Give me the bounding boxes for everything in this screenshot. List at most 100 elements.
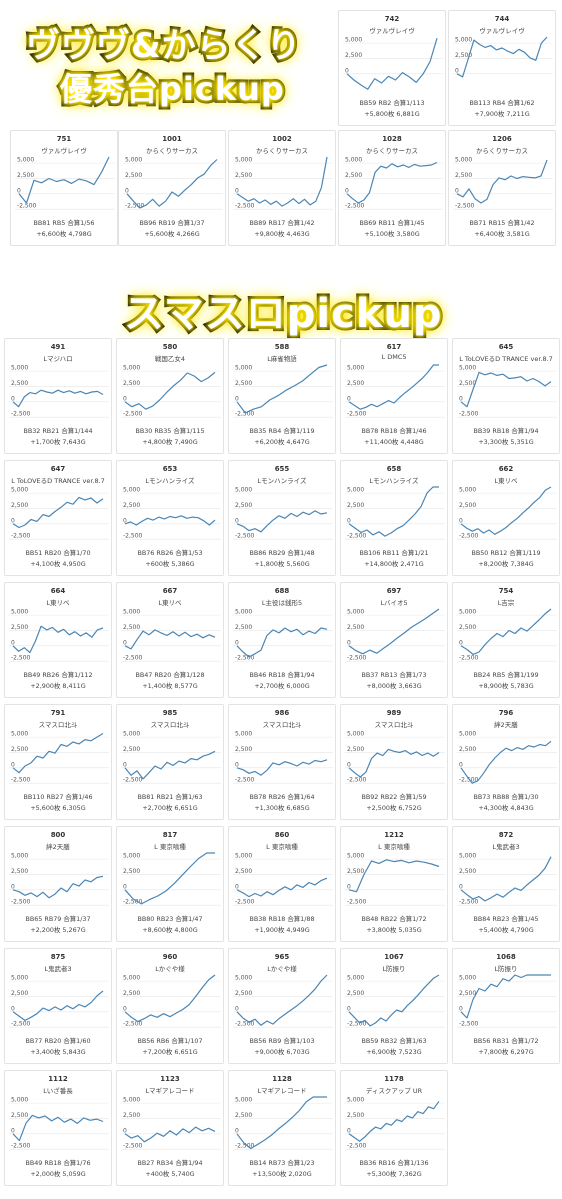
line-chart: 5,000 2,500 0 -2,500: [121, 365, 221, 418]
series-line: [348, 1100, 440, 1142]
y-tick-label: 0: [125, 187, 129, 194]
series-line: [12, 625, 104, 654]
chart-card: 1178 ディスクアップ UR 5,000 2,500 0 -2,500 BB36 RB16…: [340, 1070, 448, 1186]
bonus-stats: BB73 RB88 合算1/30: [473, 793, 539, 801]
machine-name: Lかぐや様: [155, 965, 185, 973]
y-tick-label: 0: [347, 1127, 351, 1134]
result-stats: +7,800枚 6,297G: [478, 1048, 534, 1056]
result-stats: +1,700枚 7,643G: [30, 438, 86, 446]
bonus-stats: BB110 RB27 合算1/46: [23, 793, 93, 801]
series-line: [346, 38, 438, 90]
line-chart: 5,000 2,500 0 -2,500: [9, 487, 109, 540]
bonus-stats: BB37 RB13 合算1/73: [361, 671, 427, 679]
chart-card: 653 Lモンハンライズ 5,000 2,500 0 -2,500 BB76 RB26 合算…: [116, 460, 224, 576]
series-line: [460, 486, 552, 535]
y-tick-label: 5,000: [347, 853, 364, 860]
line-chart: 5,000 2,500 0 -2,500: [9, 609, 109, 662]
y-tick-label: 2,500: [125, 172, 142, 179]
y-tick-label: 2,500: [11, 868, 28, 875]
y-tick-label: 2,500: [123, 624, 140, 631]
y-tick-label: 5,000: [459, 609, 476, 616]
machine-name: Lマギアレコード: [257, 1087, 307, 1095]
y-tick-label: 5,000: [235, 487, 252, 494]
line-chart: 5,000 2,500 0 -2,500: [457, 608, 557, 662]
chart-card: 800 絆2天膳 5,000 2,500 0 -2,500 BB65 RB79 合算1/37…: [4, 826, 112, 942]
bonus-stats: BB78 RB26 合算1/64: [249, 793, 315, 801]
chart-card: 1067 L防振り 5,000 2,500 0 -2,500 BB59 RB32 合算1/6…: [340, 948, 448, 1064]
bonus-stats: BB27 RB34 合算1/94: [137, 1159, 203, 1167]
y-tick-label: 2,500: [235, 1112, 252, 1119]
result-stats: +1,400枚 8,577G: [142, 682, 198, 690]
y-tick-label: 0: [11, 761, 15, 768]
machine-number: 1067: [384, 953, 404, 961]
result-stats: +8,200枚 7,384G: [478, 560, 534, 568]
y-tick-label: 2,500: [235, 868, 252, 875]
chart-card: 742 ヴァルヴレイヴ 5,000 2,500 0 BB59 RB2 合算1/113 +5,…: [338, 10, 446, 126]
result-stats: +2,700枚 6,651G: [142, 804, 198, 812]
y-tick-label: 0: [123, 517, 127, 524]
y-tick-label: 0: [11, 395, 15, 402]
bonus-stats: BB49 RB18 合算1/76: [25, 1159, 91, 1167]
series-line: [236, 759, 328, 776]
series-line: [460, 974, 551, 1019]
bonus-stats: BB77 RB20 合算1/60: [25, 1037, 91, 1045]
y-tick-label: -2,500: [235, 655, 255, 662]
machine-number: 965: [274, 953, 290, 961]
series-line: [124, 750, 216, 780]
machine-number: 960: [162, 953, 178, 961]
y-tick-label: 0: [347, 761, 351, 768]
bonus-stats: BB48 RB22 合算1/72: [361, 915, 427, 923]
bonus-stats: BB35 RB4 合算1/119: [249, 427, 315, 435]
line-chart: 5,000 2,500 0 -2,500: [233, 157, 333, 210]
machine-number: 491: [50, 343, 66, 351]
y-tick-label: 5,000: [345, 157, 362, 164]
y-tick-label: 2,500: [455, 52, 472, 59]
result-stats: +4,300枚 4,843G: [478, 804, 534, 812]
series-line: [124, 515, 216, 526]
bonus-stats: BB106 RB11 合算1/21: [359, 549, 429, 557]
machine-number: 742: [384, 15, 400, 23]
y-tick-label: -2,500: [11, 411, 31, 418]
result-stats: +4,800枚 7,490G: [142, 438, 198, 446]
line-chart: 5,000 2,500 0: [453, 36, 553, 78]
chart-card: 647 L ToLOVEるD TRANCE ver.8.7 5,000 2,500 0 -…: [4, 460, 112, 576]
line-chart: 5,000 2,500 0 -2,500: [457, 731, 557, 784]
y-tick-label: 0: [11, 639, 15, 646]
y-tick-label: 0: [11, 1127, 15, 1134]
machine-number: 875: [50, 953, 66, 961]
line-chart: 5,000 2,500 0 -2,500: [345, 731, 445, 784]
chart-card: 965 Lかぐや様 5,000 2,500 0 -2,500 BB56 RB9 合算1/10…: [228, 948, 336, 1064]
y-tick-label: -2,500: [347, 777, 367, 784]
series-line: [18, 156, 110, 204]
result-stats: +400枚 5,740G: [145, 1170, 195, 1178]
machine-number: 800: [50, 831, 66, 839]
machine-name: スマスロ北斗: [374, 721, 414, 729]
y-tick-label: -2,500: [347, 411, 367, 418]
y-tick-label: 2,500: [347, 868, 364, 875]
bonus-stats: BB89 RB17 合算1/42: [249, 219, 315, 227]
bonus-stats: BB30 RB35 合算1/115: [135, 427, 205, 435]
y-tick-label: -2,500: [11, 533, 31, 540]
line-chart: 5,000 2,500 0 -2,500: [121, 1097, 221, 1150]
result-stats: +13,500枚 2,020G: [252, 1170, 312, 1178]
machine-name: 戦国乙女4: [154, 355, 186, 363]
machine-number: 662: [498, 465, 514, 473]
y-tick-label: 5,000: [11, 731, 28, 738]
y-tick-label: 2,500: [123, 380, 140, 387]
result-stats: +3,400枚 5,843G: [30, 1048, 86, 1056]
y-tick-label: -2,500: [11, 1021, 31, 1028]
machine-number: 791: [50, 709, 66, 717]
y-tick-label: 2,500: [11, 380, 28, 387]
y-tick-label: 0: [459, 883, 463, 890]
y-tick-label: 0: [11, 517, 15, 524]
machine-name: Lいざ番長: [43, 1087, 73, 1095]
series-line: [348, 748, 440, 778]
y-tick-label: -2,500: [123, 411, 143, 418]
y-tick-label: 0: [459, 761, 463, 768]
line-chart: 5,000 2,500 0 -2,500: [9, 365, 109, 418]
machine-name: L東リベ: [158, 599, 182, 607]
y-tick-label: 5,000: [459, 731, 476, 738]
line-chart: 5,000 2,500 0 -2,500: [233, 609, 333, 662]
machine-name: からくりサーカス: [256, 147, 308, 155]
result-stats: +7,200枚 6,651G: [142, 1048, 198, 1056]
